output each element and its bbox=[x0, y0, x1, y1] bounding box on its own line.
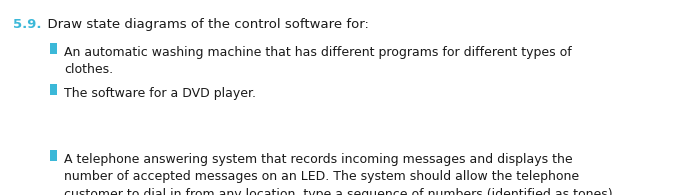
Text: An automatic washing machine that has different programs for different types of
: An automatic washing machine that has di… bbox=[64, 46, 572, 76]
Text: A telephone answering system that records incoming messages and displays the
num: A telephone answering system that record… bbox=[64, 153, 617, 195]
Text: 5.9.: 5.9. bbox=[13, 18, 41, 31]
Text: Draw state diagrams of the control software for:: Draw state diagrams of the control softw… bbox=[39, 18, 369, 31]
Text: The software for a DVD player.: The software for a DVD player. bbox=[64, 87, 256, 100]
